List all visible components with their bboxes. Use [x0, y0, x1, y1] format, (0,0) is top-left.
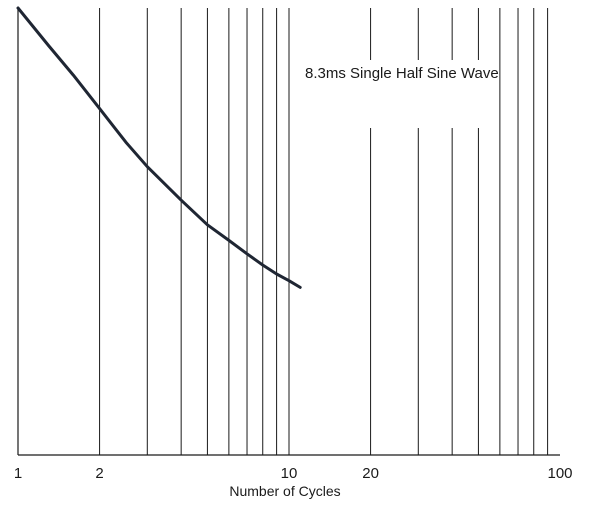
x-tick-label-1: 1 [14, 465, 22, 482]
x-tick-label-100: 100 [547, 465, 572, 482]
series-group [16, 6, 302, 289]
series-line-0 [16, 6, 302, 289]
grid-lines [99, 8, 549, 455]
annotation-text: 8.3ms Single Half Sine Wave [305, 65, 499, 82]
x-tick-labels: 1 2 10 20 100 [14, 465, 573, 482]
x-tick-label-2: 2 [95, 465, 103, 482]
x-tick-label-20: 20 [362, 465, 379, 482]
x-axis-label: Number of Cycles [229, 483, 340, 499]
x-tick-label-10: 10 [281, 465, 298, 482]
